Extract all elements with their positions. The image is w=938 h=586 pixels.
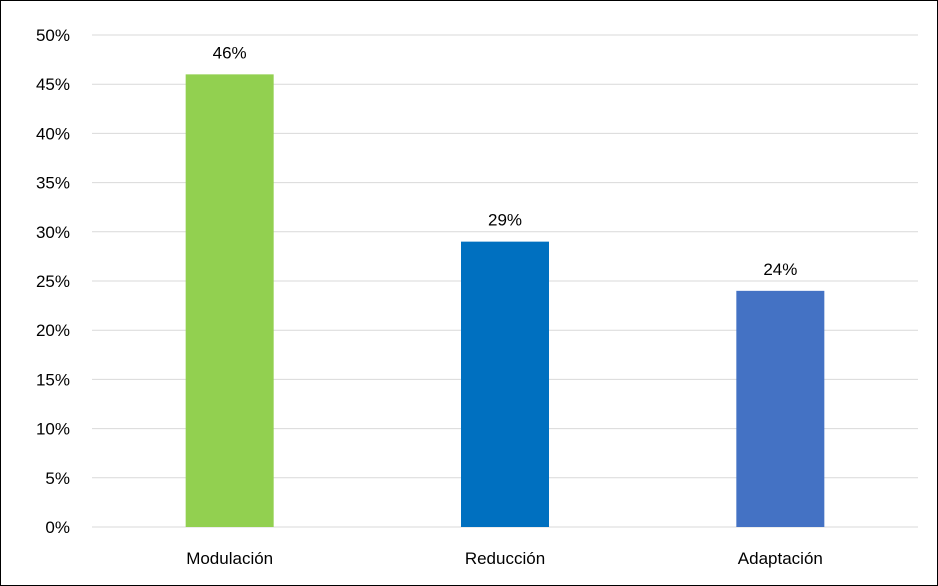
data-label: 29% [488,211,522,230]
data-label: 46% [213,43,247,62]
category-label: Adaptación [738,549,823,568]
y-axis-tick-labels: 0% 5% 10% 15% 20% 25% 30% 35% 40% 45% 50% [36,26,70,537]
y-tick-label: 0% [45,518,70,537]
y-tick-label: 50% [36,26,70,45]
bar [461,241,549,527]
y-tick-label: 20% [36,321,70,340]
y-tick-label: 35% [36,174,70,193]
data-label: 24% [763,260,797,279]
category-label: Modulación [186,549,273,568]
y-tick-label: 30% [36,223,70,242]
y-tick-label: 10% [36,420,70,439]
y-tick-label: 15% [36,370,70,389]
bar [736,290,825,527]
bar [185,74,274,528]
y-tick-label: 25% [36,272,70,291]
x-axis-category-labels: Modulación Reducción Adaptación [186,549,823,568]
y-tick-label: 5% [45,469,70,488]
category-label: Reducción [465,549,545,568]
bars [185,74,825,528]
y-tick-label: 40% [36,124,70,143]
y-tick-label: 45% [36,75,70,94]
data-labels: 46% 29% 24% [213,43,798,278]
